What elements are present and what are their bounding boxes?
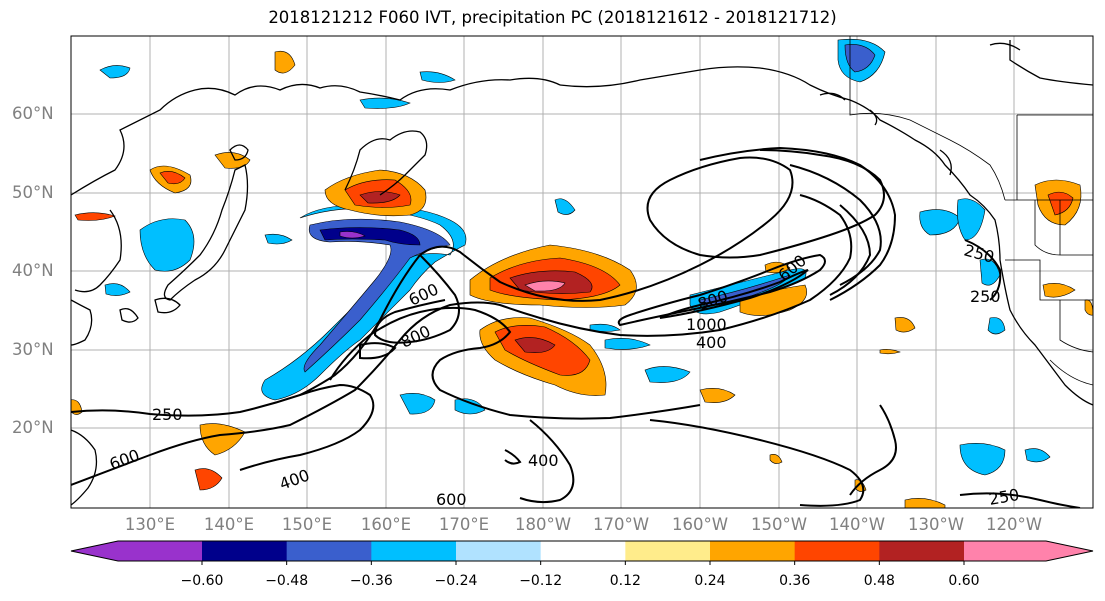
ivt-contours: [71, 146, 1081, 508]
colorbar-tick-label: −0.24: [434, 573, 478, 589]
map-frame: [70, 35, 1094, 509]
contour-label: 250: [970, 287, 1001, 306]
contour-labels: 250 600 400 400 600 250 600 800 800 1000…: [107, 241, 1021, 509]
lon-label: 130°W: [907, 515, 965, 534]
colorbar-tick-label: −0.36: [349, 573, 393, 589]
colorbar-tick-label: 0.12: [609, 573, 641, 589]
lon-label: 160°W: [671, 515, 729, 534]
colorbar-tick-label: 0.24: [694, 573, 726, 589]
lat-label: 30°N: [12, 340, 54, 359]
lon-label: 180°W: [514, 515, 572, 534]
contour-label: 250: [987, 485, 1020, 509]
lon-label: 170°W: [592, 515, 650, 534]
lat-label: 40°N: [12, 261, 54, 280]
lat-label: 60°N: [12, 104, 54, 123]
lon-label: 160°E: [360, 515, 412, 534]
colorbar-tick-label: 0.60: [948, 573, 980, 589]
lon-label: 130°E: [124, 515, 176, 534]
contour-label: 600: [436, 490, 467, 509]
negative-precip-shading: [99, 38, 1051, 476]
colorbar-tick-label: −0.12: [519, 573, 563, 589]
lon-label: 140°W: [828, 515, 886, 534]
contour-label: 250: [152, 405, 183, 424]
colorbar-tick-label: −0.48: [265, 573, 309, 589]
contour-label: 400: [528, 451, 559, 470]
lon-label: 170°E: [438, 515, 490, 534]
map-title: 2018121212 F060 IVT, precipitation PC (2…: [268, 8, 837, 27]
lon-label: 150°E: [281, 515, 333, 534]
lat-label: 20°N: [12, 418, 54, 437]
lon-label: 150°W: [750, 515, 808, 534]
colorbar-tick-label: 0.48: [863, 573, 895, 589]
contour-label: 400: [696, 333, 727, 352]
positive-precip-shading: [71, 51, 1093, 508]
lat-label: 50°N: [12, 183, 54, 202]
contour-label: 1000: [686, 315, 727, 334]
colorbar-tick-label: −0.60: [180, 573, 224, 589]
coastlines: [71, 40, 1093, 506]
colorbar-tick-label: 0.36: [779, 573, 811, 589]
lon-label: 140°E: [203, 515, 255, 534]
borders: [849, 36, 1093, 386]
lon-label: 120°W: [985, 515, 1043, 534]
